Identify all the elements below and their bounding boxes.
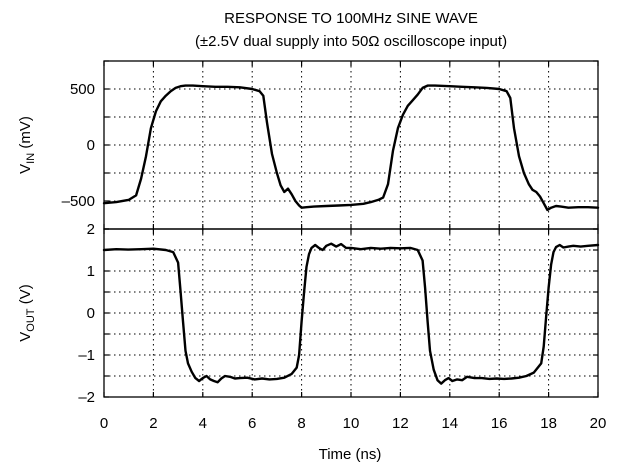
- panel-1-y-tick-label: 1: [87, 263, 95, 280]
- x-tick-label: 20: [590, 415, 607, 432]
- panel-1-y-tick-label: –1: [78, 347, 95, 364]
- chart-title: RESPONSE TO 100MHz SINE WAVE: [224, 10, 478, 27]
- panel-0-y-axis-label: VIN (mV): [17, 116, 37, 174]
- chart-subtitle: (±2.5V dual supply into 50Ω oscilloscope…: [195, 33, 507, 50]
- x-tick-label: 0: [100, 415, 108, 432]
- x-tick-label: 2: [149, 415, 157, 432]
- x-tick-label: 18: [540, 415, 557, 432]
- x-tick-label: 8: [297, 415, 305, 432]
- panel-0-series-0-line: [102, 84, 600, 212]
- panel-1-y-tick-label: 2: [87, 221, 95, 238]
- grid-layer: [104, 61, 598, 397]
- panel-0-y-tick-label: –500: [62, 193, 95, 210]
- x-tick-label: 16: [491, 415, 508, 432]
- x-tick-label: 12: [392, 415, 409, 432]
- panel-1-series-0-line: [102, 242, 600, 385]
- x-tick-label: 4: [199, 415, 207, 432]
- label-layer: VIN (mV) VOUT (V): [17, 116, 37, 342]
- x-tick-label: 14: [441, 415, 458, 432]
- panel-1-y-tick-label: 0: [87, 305, 95, 322]
- panel-0-y-tick-label: 500: [70, 81, 95, 98]
- panel-0-y-tick-label: 0: [87, 137, 95, 154]
- trace-layer: [102, 84, 600, 385]
- x-tick-label: 6: [248, 415, 256, 432]
- x-axis-label: Time (ns): [319, 446, 382, 463]
- frame-layer: [103, 60, 599, 398]
- panel-1-y-axis-label: VOUT (V): [17, 284, 37, 341]
- panel-1-y-tick-label: –2: [78, 389, 95, 406]
- x-tick-label: 10: [343, 415, 360, 432]
